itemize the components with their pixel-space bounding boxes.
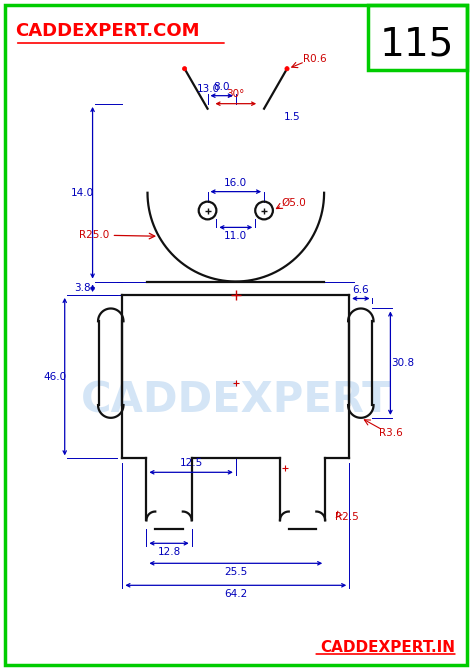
Text: Ø5.0: Ø5.0 [282, 198, 306, 208]
Text: 12.5: 12.5 [180, 458, 203, 468]
Text: 25.5: 25.5 [224, 567, 247, 578]
Circle shape [285, 66, 289, 71]
Text: 30°: 30° [227, 88, 245, 98]
Text: 16.0: 16.0 [224, 178, 247, 188]
Text: 64.2: 64.2 [224, 590, 247, 599]
Text: 3.8: 3.8 [74, 283, 91, 293]
Text: R0.6: R0.6 [303, 54, 327, 64]
Text: CADDEXPERT: CADDEXPERT [81, 379, 391, 421]
Text: 6.6: 6.6 [353, 285, 369, 295]
Text: R3.6: R3.6 [379, 428, 402, 438]
Circle shape [182, 66, 187, 71]
Text: R2.5: R2.5 [335, 513, 359, 523]
Text: 14.0: 14.0 [71, 188, 94, 198]
Text: CADDEXPERT.IN: CADDEXPERT.IN [320, 641, 456, 655]
Text: 1.5: 1.5 [283, 112, 300, 122]
Text: 11.0: 11.0 [224, 231, 247, 241]
Bar [368, 5, 466, 70]
Text: 8.0: 8.0 [213, 82, 230, 92]
Text: 12.8: 12.8 [157, 547, 181, 557]
Text: R25.0: R25.0 [79, 230, 109, 241]
Text: 46.0: 46.0 [43, 372, 66, 382]
Text: 115: 115 [380, 25, 454, 63]
Text: 13.0: 13.0 [196, 84, 219, 94]
Text: 30.8: 30.8 [391, 358, 414, 368]
Text: CADDEXPERT.COM: CADDEXPERT.COM [15, 22, 200, 40]
